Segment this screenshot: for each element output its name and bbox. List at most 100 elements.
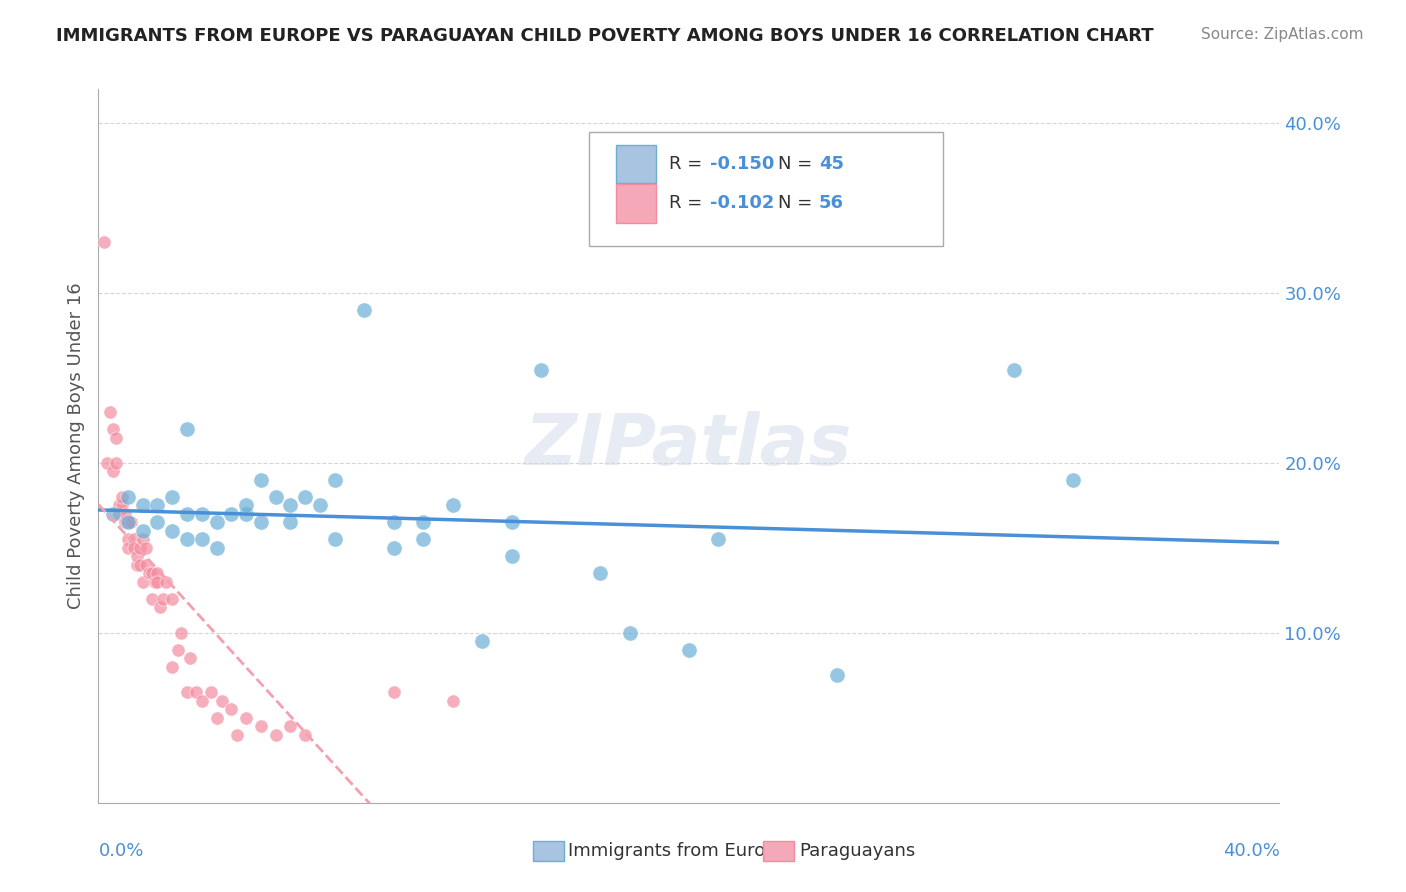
Point xyxy=(132,533,155,547)
Text: Immigrants from Europe: Immigrants from Europe xyxy=(568,842,789,860)
Point xyxy=(235,711,257,725)
Point xyxy=(162,591,183,606)
Point xyxy=(619,626,641,640)
Point xyxy=(221,507,243,521)
Point xyxy=(179,651,201,665)
Point xyxy=(264,490,287,504)
Point xyxy=(98,405,121,419)
Point xyxy=(294,490,316,504)
Point xyxy=(471,634,494,648)
Point xyxy=(1002,362,1025,376)
Point xyxy=(162,490,183,504)
Text: ZIPatlas: ZIPatlas xyxy=(526,411,852,481)
Point xyxy=(309,499,332,513)
FancyBboxPatch shape xyxy=(616,184,655,223)
Text: R =: R = xyxy=(669,194,707,212)
Point xyxy=(120,516,142,530)
Point xyxy=(146,566,169,581)
Point xyxy=(191,533,214,547)
Point xyxy=(128,558,150,572)
Point xyxy=(103,507,125,521)
Point xyxy=(122,533,145,547)
Point xyxy=(103,465,125,479)
Point xyxy=(117,516,139,530)
Point xyxy=(221,702,243,716)
Text: Paraguayans: Paraguayans xyxy=(799,842,915,860)
Point xyxy=(141,591,163,606)
Point xyxy=(294,728,316,742)
Point xyxy=(382,685,405,699)
Point xyxy=(93,235,115,249)
Text: IMMIGRANTS FROM EUROPE VS PARAGUAYAN CHILD POVERTY AMONG BOYS UNDER 16 CORRELATI: IMMIGRANTS FROM EUROPE VS PARAGUAYAN CHI… xyxy=(56,27,1154,45)
Point xyxy=(125,558,148,572)
Point xyxy=(191,694,214,708)
Point xyxy=(441,499,464,513)
Point xyxy=(1062,473,1084,487)
Point xyxy=(176,533,198,547)
Text: 0.0%: 0.0% xyxy=(98,842,143,860)
Point xyxy=(114,516,136,530)
Point xyxy=(530,362,553,376)
Point xyxy=(501,549,523,564)
FancyBboxPatch shape xyxy=(763,840,794,862)
FancyBboxPatch shape xyxy=(533,840,564,862)
Text: N =: N = xyxy=(778,155,817,173)
Text: N =: N = xyxy=(778,194,817,212)
Point xyxy=(250,516,273,530)
Point xyxy=(122,541,145,555)
Point xyxy=(235,499,257,513)
Point xyxy=(146,499,169,513)
Point xyxy=(149,600,172,615)
Point xyxy=(441,694,464,708)
Point xyxy=(226,728,249,742)
Point xyxy=(382,541,405,555)
Point xyxy=(250,719,273,733)
Point xyxy=(176,507,198,521)
Point xyxy=(111,490,134,504)
Point xyxy=(108,499,131,513)
Point xyxy=(143,574,166,589)
Point xyxy=(382,516,405,530)
Point xyxy=(211,694,233,708)
Point xyxy=(162,660,183,674)
Point xyxy=(235,507,257,521)
Point xyxy=(200,685,222,699)
Point xyxy=(135,541,157,555)
Text: 40.0%: 40.0% xyxy=(1223,842,1279,860)
Point xyxy=(323,533,346,547)
Point xyxy=(103,422,125,436)
Point xyxy=(412,533,434,547)
Point xyxy=(280,719,302,733)
Point xyxy=(105,456,128,470)
Text: 45: 45 xyxy=(818,155,844,173)
Point xyxy=(138,566,160,581)
Point xyxy=(146,516,169,530)
Point xyxy=(170,626,193,640)
Text: 56: 56 xyxy=(818,194,844,212)
Point xyxy=(501,516,523,530)
Point xyxy=(114,507,136,521)
Point xyxy=(264,728,287,742)
Point xyxy=(280,499,302,513)
Point xyxy=(132,574,155,589)
FancyBboxPatch shape xyxy=(589,132,943,246)
Point xyxy=(167,643,190,657)
Point xyxy=(128,541,150,555)
Point xyxy=(412,516,434,530)
Point xyxy=(250,473,273,487)
Point xyxy=(146,574,169,589)
Text: -0.102: -0.102 xyxy=(710,194,775,212)
FancyBboxPatch shape xyxy=(616,145,655,184)
Point xyxy=(707,533,730,547)
Point xyxy=(205,711,228,725)
Text: Source: ZipAtlas.com: Source: ZipAtlas.com xyxy=(1201,27,1364,42)
Text: R =: R = xyxy=(669,155,707,173)
Point xyxy=(117,490,139,504)
Point xyxy=(111,499,134,513)
Point xyxy=(825,668,848,682)
Point xyxy=(589,566,612,581)
Y-axis label: Child Poverty Among Boys Under 16: Child Poverty Among Boys Under 16 xyxy=(66,283,84,609)
Point xyxy=(678,643,700,657)
Point xyxy=(176,422,198,436)
Point xyxy=(132,524,155,538)
